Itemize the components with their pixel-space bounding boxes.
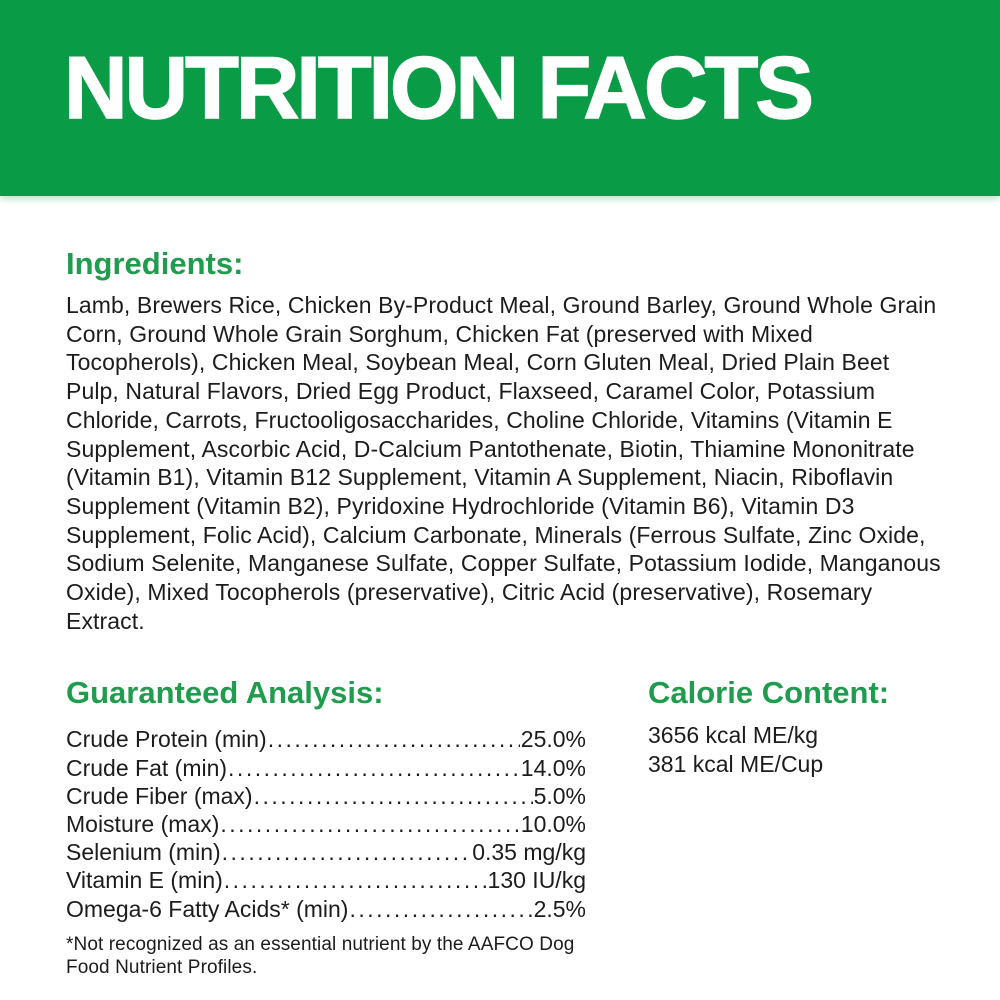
analysis-label: Moisture (max) [66, 811, 220, 838]
analysis-value: 10.0% [520, 811, 586, 838]
ingredients-text: Lamb, Brewers Rice, Chicken By-Product M… [66, 292, 941, 634]
analysis-value: 25.0% [520, 726, 586, 753]
dot-leader [349, 895, 532, 923]
analysis-row-selenium: Selenium (min) 0.35 mg/kg [66, 838, 586, 866]
analysis-label: Vitamin E (min) [66, 867, 223, 894]
analysis-and-calories-row: Guaranteed Analysis: Crude Protein (min)… [66, 675, 945, 998]
analysis-row-crude-fat: Crude Fat (min) 14.0% [66, 754, 586, 782]
dot-leader [220, 810, 519, 838]
aafco-footnote: *Not recognized as an essential nutrient… [66, 933, 575, 979]
header-banner: NUTRITION FACTS [0, 0, 1000, 196]
calorie-line-cup: 381 kcal ME/Cup [648, 751, 824, 778]
analysis-value: 0.35 mg/kg [472, 839, 586, 866]
analysis-row-crude-protein: Crude Protein (min) 25.0% [66, 725, 586, 753]
dot-leader [228, 754, 520, 782]
analysis-row-crude-fiber: Crude Fiber (max) 5.0% [66, 782, 586, 810]
dot-leader [224, 866, 487, 894]
analysis-label: Crude Protein (min) [66, 726, 267, 753]
analysis-label: Selenium (min) [66, 839, 221, 866]
analysis-value: 5.0% [533, 782, 586, 809]
dot-leader [254, 782, 533, 810]
calorie-content-heading: Calorie Content: [648, 675, 890, 711]
analysis-label: Omega-6 Fatty Acids* (min) [66, 895, 349, 922]
ingredients-section: Ingredients: Lamb, Brewers Rice, Chicken… [66, 246, 945, 635]
analysis-row-vitamin-e: Vitamin E (min) 130 IU/kg [66, 866, 586, 894]
analysis-label: Crude Fat (min) [66, 754, 228, 781]
guaranteed-analysis-section: Guaranteed Analysis: Crude Protein (min)… [66, 675, 586, 998]
analysis-value: 130 IU/kg [487, 867, 586, 894]
page-title: NUTRITION FACTS [63, 38, 814, 137]
calorie-content-section: Calorie Content: 3656 kcal ME/kg 381 kca… [648, 675, 889, 998]
guaranteed-analysis-heading: Guaranteed Analysis: [66, 675, 384, 711]
dot-leader [222, 838, 472, 866]
analysis-value: 2.5% [533, 895, 586, 922]
dot-leader [268, 725, 520, 753]
analysis-row-moisture: Moisture (max) 10.0% [66, 810, 586, 838]
ingredients-heading: Ingredients: [66, 246, 244, 281]
label-body: Ingredients: Lamb, Brewers Rice, Chicken… [0, 246, 1000, 999]
calorie-line-kg: 3656 kcal ME/kg [648, 722, 819, 749]
analysis-row-omega-6: Omega-6 Fatty Acids* (min) 2.5% [66, 895, 586, 923]
analysis-value: 14.0% [520, 754, 586, 781]
guaranteed-analysis-table: Crude Protein (min) 25.0% Crude Fat (min… [66, 725, 586, 922]
analysis-label: Crude Fiber (max) [66, 782, 253, 809]
